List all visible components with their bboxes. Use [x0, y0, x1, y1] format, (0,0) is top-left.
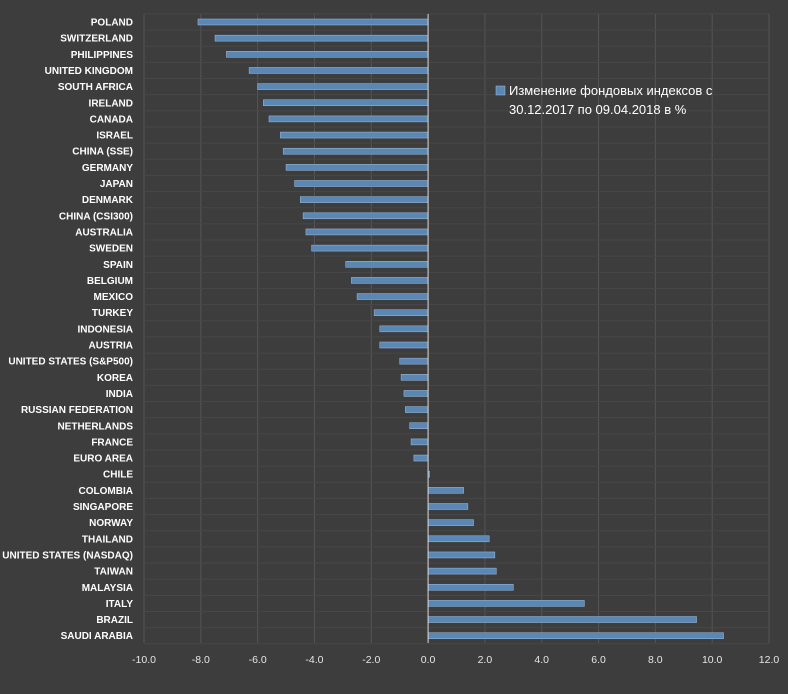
category-label: SWEDEN [89, 244, 133, 255]
bar [356, 293, 429, 300]
x-tick-label: -10.0 [132, 654, 156, 666]
bar [263, 99, 429, 106]
category-label: SINGAPORE [73, 502, 133, 513]
category-label: JAPAN [100, 179, 133, 190]
x-tick-label: 4.0 [534, 654, 549, 666]
category-label: SAUDI ARABIA [61, 631, 133, 642]
category-label: TAIWAN [94, 567, 133, 578]
category-label: AUSTRALIA [75, 227, 133, 238]
bar [427, 519, 474, 526]
legend: Изменение фондовых индексов с 30.12.2017… [495, 83, 713, 117]
category-label: NETHERLANDS [57, 421, 133, 432]
x-tick-label: 2.0 [478, 654, 493, 666]
bar [302, 212, 429, 220]
bar [427, 616, 697, 623]
bar [379, 341, 429, 349]
bar [410, 438, 429, 446]
category-label: SPAIN [103, 260, 133, 271]
x-tick-label: -2.0 [362, 654, 380, 666]
category-label: ITALY [106, 599, 134, 610]
x-tick-label: -8.0 [192, 654, 210, 666]
category-label: FRANCE [91, 437, 133, 448]
bar [409, 422, 429, 429]
bar [345, 261, 429, 268]
category-label: SOUTH AFRICA [58, 82, 133, 93]
category-label: THAILAND [82, 534, 133, 545]
bar [280, 131, 429, 139]
bar [268, 115, 429, 123]
category-label: PHILIPPINES [71, 50, 134, 61]
category-label: BRAZIL [96, 615, 133, 626]
bar [214, 34, 429, 42]
category-label: RUSSIAN FEDERATION [21, 405, 133, 416]
category-label: COLOMBIA [79, 486, 133, 497]
bar [226, 51, 429, 58]
x-tick-label: 0.0 [421, 654, 436, 666]
bar [427, 632, 724, 639]
bar [427, 551, 496, 559]
category-label: NORWAY [89, 518, 133, 529]
legend-swatch [495, 85, 506, 96]
category-label: POLAND [91, 18, 133, 29]
bar [294, 180, 429, 187]
bar [305, 228, 429, 236]
category-label: AUSTRIA [89, 341, 133, 352]
category-axis-labels: POLAND SWITZERLAND PHILIPPINES UNITED KINGD… [2, 18, 134, 643]
value-axis-tick-labels: -10.0 -8.0 -6.0 -4.0 -2.0 0.0 2.0 4.0 6.0 8.0 10.0… [132, 654, 779, 666]
x-tick-label: -4.0 [305, 654, 323, 666]
category-label: CHINA (SSE) [72, 147, 133, 158]
x-tick-label: 12.0 [759, 654, 780, 666]
bar [197, 18, 429, 26]
category-label: CHILE [103, 470, 133, 481]
category-label: MEXICO [94, 292, 134, 303]
category-label: CHINA (CSI300) [59, 211, 133, 222]
legend-label-line-1: Изменение фондовых индексов с [509, 83, 713, 98]
bar [248, 67, 429, 74]
bar [400, 374, 429, 381]
category-label: INDIA [106, 389, 133, 400]
bar [427, 535, 490, 543]
category-label: KOREA [97, 373, 133, 384]
bar [427, 600, 585, 607]
legend-label-line-2: 30.12.2017 по 09.04.2018 в % [509, 102, 687, 117]
category-label: CANADA [90, 114, 133, 125]
category-label: GERMANY [82, 163, 133, 174]
bar [427, 584, 514, 591]
bar [427, 487, 464, 494]
x-tick-label: 10.0 [702, 654, 723, 666]
bar-series [197, 18, 724, 639]
category-label: DENMARK [82, 195, 134, 206]
x-tick-label: -6.0 [249, 654, 267, 666]
category-label: EURO AREA [73, 454, 133, 465]
category-label: TURKEY [92, 308, 133, 319]
category-label: BELGIUM [87, 276, 133, 287]
bar [282, 147, 429, 155]
bar [300, 196, 429, 203]
category-label: UNITED KINGDOM [45, 66, 133, 77]
bar [351, 277, 429, 284]
bar [285, 164, 429, 171]
bar [311, 244, 429, 252]
bar [373, 309, 429, 316]
bar [257, 83, 429, 90]
bar [405, 406, 429, 413]
bar [413, 454, 429, 462]
bar [403, 390, 429, 397]
category-label: UNITED STATES (NASDAQ) [2, 550, 133, 561]
x-tick-label: 6.0 [591, 654, 606, 666]
category-label: SWITZERLAND [60, 34, 133, 45]
category-label: UNITED STATES (S&P500) [8, 357, 133, 368]
bar [427, 567, 497, 575]
bar [427, 503, 469, 510]
x-tick-label: 8.0 [648, 654, 663, 666]
bar [379, 325, 429, 333]
category-label: ISRAEL [96, 131, 133, 142]
category-label: INDONESIA [77, 324, 133, 335]
bar [399, 357, 429, 365]
category-label: MALAYSIA [82, 583, 133, 594]
category-label: IRELAND [89, 98, 133, 109]
